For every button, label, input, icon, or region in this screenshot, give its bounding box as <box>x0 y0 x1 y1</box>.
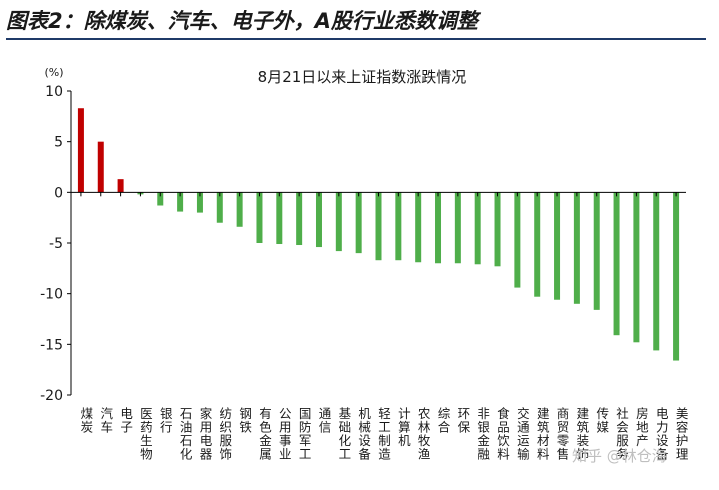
bar-通信 <box>315 192 322 248</box>
x-tick-label: 食品饮料 <box>497 406 510 462</box>
bar-综合 <box>435 192 442 264</box>
y-unit-label: (%) <box>44 66 63 79</box>
y-axis: 10 5 0 -5 -10 -15 -20 <box>40 84 72 404</box>
bar-传媒 <box>593 192 600 310</box>
bar-电力设备 <box>653 192 660 351</box>
bar-汽车 <box>97 141 104 193</box>
x-tick-label: 国防军工 <box>299 406 312 462</box>
bar-环保 <box>454 192 461 264</box>
x-tick-label: 非银金融 <box>477 406 490 462</box>
bars <box>77 108 680 361</box>
x-tick-label: 家用电器 <box>200 406 213 462</box>
bar-机械设备 <box>355 192 362 254</box>
chart-title: 8月21日以来上证指数涨跌情况 <box>258 68 467 86</box>
bar-美容护理 <box>673 192 680 361</box>
bar-国防军工 <box>296 192 303 246</box>
bar-轻工制造 <box>375 192 382 261</box>
x-tick-label: 交通运输 <box>517 406 530 462</box>
bar-电子 <box>117 179 124 193</box>
bar-建筑材料 <box>534 192 541 297</box>
bar-基础化工 <box>335 192 342 252</box>
x-tick-label: 环保 <box>458 406 471 435</box>
x-tick-label: 轻工制造 <box>378 406 391 462</box>
bar-煤炭 <box>77 108 84 193</box>
x-tick-label: 有色金属 <box>259 406 272 462</box>
bar-家用电器 <box>196 192 203 213</box>
x-tick-label: 银行 <box>160 406 173 435</box>
y-tick-label: -10 <box>40 287 63 303</box>
x-tick-label: 传媒 <box>596 406 609 435</box>
x-tick-label: 公用事业 <box>279 406 292 462</box>
title-rule <box>6 38 706 40</box>
x-tick-label: 医药生物 <box>140 406 153 462</box>
x-tick-label: 美容护理 <box>676 406 689 462</box>
x-tick-label: 钢铁 <box>239 406 252 435</box>
y-tick-label: 0 <box>54 185 63 201</box>
y-tick-label: 10 <box>45 84 63 100</box>
bar-有色金属 <box>256 192 263 243</box>
y-tick-label: -20 <box>40 388 63 404</box>
figure-title: 图表2：除煤炭、汽车、电子外，A股行业悉数调整 <box>6 9 478 33</box>
bar-食品饮料 <box>494 192 501 267</box>
x-tick-label: 建筑装饰 <box>577 406 590 462</box>
watermark: 知乎 @林仓海 <box>572 447 667 465</box>
bar-非银金融 <box>474 192 481 265</box>
bar-石油石化 <box>177 192 184 212</box>
bar-建筑装饰 <box>573 192 580 304</box>
x-tick-label: 商贸零售 <box>557 406 570 462</box>
x-tick-label: 通信 <box>319 406 332 435</box>
bar-社会服务 <box>613 192 620 336</box>
bar-计算机 <box>395 192 402 261</box>
bar-纺织服饰 <box>216 192 223 223</box>
x-tick-label: 电子 <box>120 406 133 435</box>
bar-银行 <box>157 192 164 206</box>
bar-公用事业 <box>276 192 283 245</box>
bar-房地产 <box>633 192 640 343</box>
x-tick-label: 农林牧渔 <box>418 406 431 462</box>
x-tick-label: 机械设备 <box>358 406 371 462</box>
x-tick-label: 纺织服饰 <box>220 406 233 462</box>
x-tick-label: 房地产 <box>636 406 649 448</box>
x-tick-label: 基础化工 <box>339 406 352 462</box>
bar-交通运输 <box>514 192 521 288</box>
x-tick-label: 煤炭 <box>81 406 94 435</box>
y-tick-label: -5 <box>49 236 63 252</box>
x-tick-label: 电力设备 <box>656 406 669 462</box>
y-tick-label: 5 <box>54 135 63 151</box>
x-tick-label: 综合 <box>438 406 451 435</box>
y-tick-label: -15 <box>40 337 63 353</box>
bar-商贸零售 <box>554 192 561 300</box>
x-tick-label: 石油石化 <box>180 406 193 462</box>
x-tick-label: 社会服务 <box>616 406 629 462</box>
x-tick-label: 计算机 <box>398 406 411 448</box>
bar-钢铁 <box>236 192 243 227</box>
x-tick-label: 汽车 <box>101 406 114 435</box>
x-tick-label: 建筑材料 <box>537 406 550 462</box>
bar-农林牧渔 <box>415 192 422 263</box>
x-axis: 煤炭汽车电子医药生物银行石油石化家用电器纺织服饰钢铁有色金属公用事业国防军工通信… <box>71 191 689 462</box>
